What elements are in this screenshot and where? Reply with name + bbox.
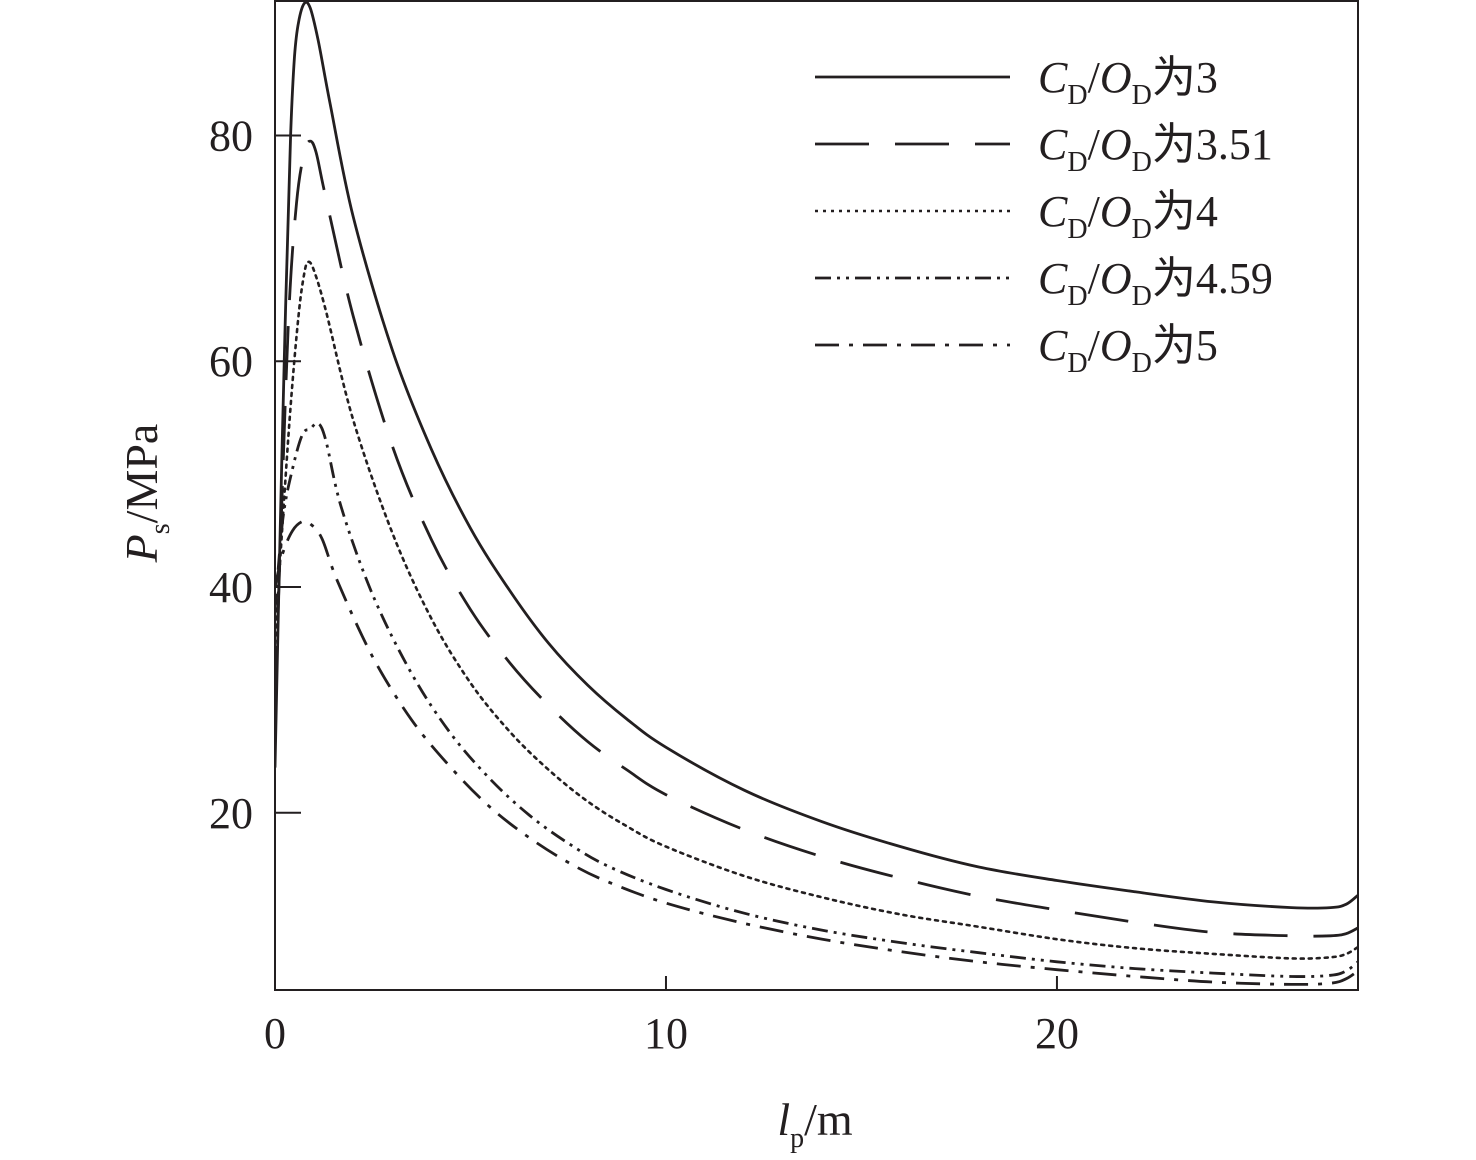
y-tick-label: 40 xyxy=(209,563,253,612)
legend-label-1: CD/OD为3 xyxy=(1038,53,1218,111)
x-axis-label-sub: p xyxy=(790,1123,804,1154)
y-tick-label: 60 xyxy=(209,337,253,386)
series-line-1 xyxy=(275,0,1358,910)
x-axis-label: lp/m xyxy=(777,1094,853,1154)
x-tick-label: 0 xyxy=(264,1009,286,1058)
legend: CD/OD为3 CD/OD为3.51 CD/OD为4 CD/OD为4.59 CD/OD为… xyxy=(815,53,1273,379)
y-axis-label-sub: s xyxy=(145,523,176,534)
y-axis-label-main: P xyxy=(116,534,167,563)
plot-frame xyxy=(274,0,1359,991)
x-axis-label-unit: /m xyxy=(804,1094,853,1145)
series-line-5 xyxy=(275,519,1358,986)
y-tick-label: 80 xyxy=(209,111,253,160)
series-line-3 xyxy=(275,260,1358,960)
series-layer xyxy=(275,0,1358,986)
legend-label-3: CD/OD为4 xyxy=(1038,187,1218,245)
legend-label-5: CD/OD为5 xyxy=(1038,321,1218,379)
x-axis-label-main: l xyxy=(777,1094,790,1145)
plot-border xyxy=(274,0,1359,991)
y-tick-label: 20 xyxy=(209,789,253,838)
y-axis-ticks: 20 40 60 80 xyxy=(209,111,301,838)
legend-label-4: CD/OD为4.59 xyxy=(1038,254,1273,312)
y-axis-label-unit: /MPa xyxy=(116,424,167,524)
x-tick-label: 20 xyxy=(1035,1009,1079,1058)
x-tick-label: 10 xyxy=(644,1009,688,1058)
series-line-2 xyxy=(275,139,1358,938)
y-axis-label: Ps/MPa xyxy=(116,424,176,564)
legend-label-2: CD/OD为3.51 xyxy=(1038,120,1273,178)
x-axis-ticks: 0 10 20 xyxy=(264,976,1079,1058)
series-line-4 xyxy=(275,421,1358,978)
